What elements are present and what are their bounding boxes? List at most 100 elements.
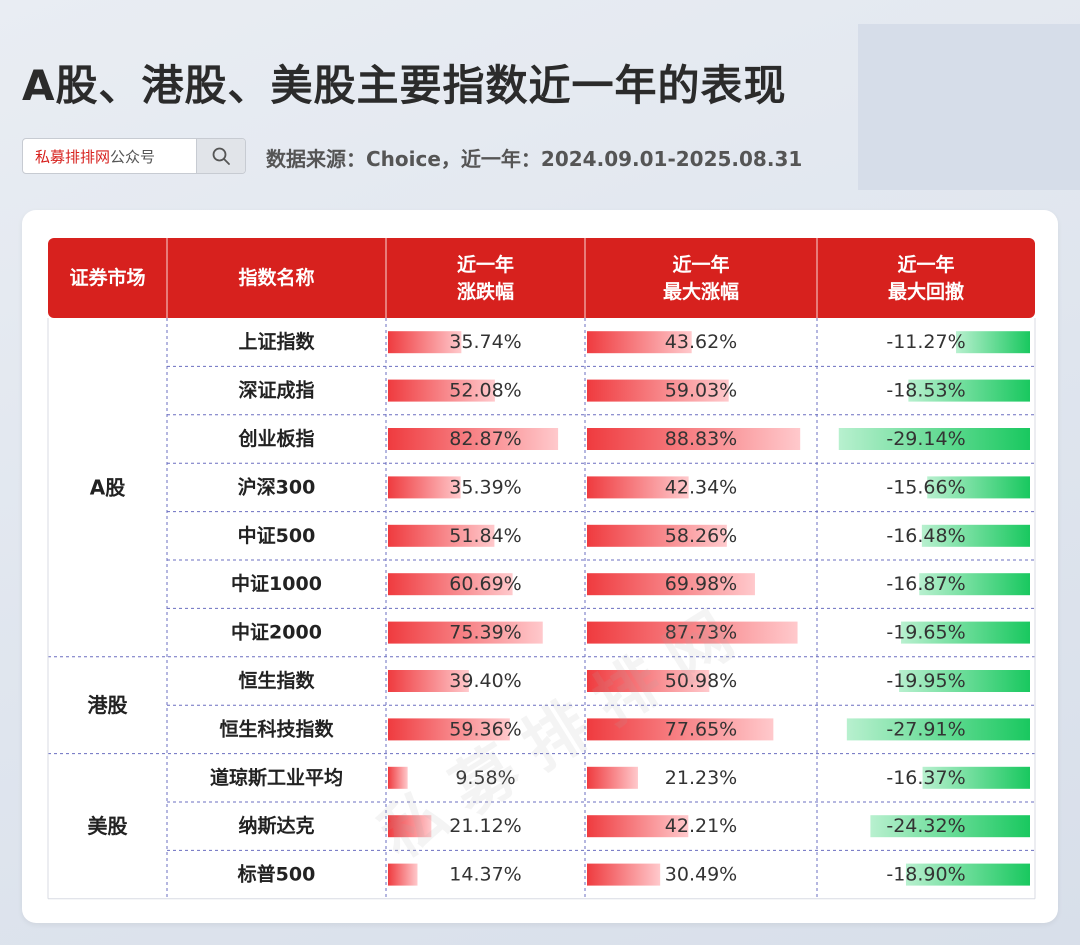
change-bar xyxy=(388,718,510,741)
index-name: 恒生指数 xyxy=(238,669,315,692)
table-card: 证券市场 指数名称 近一年 涨跌幅 近一年 最大涨幅 近一年 最大回撤 上证指数 35.74% 43… xyxy=(22,210,1058,923)
max-drawdown-bar xyxy=(908,379,1030,402)
change-bar xyxy=(388,331,462,354)
max-gain-bar xyxy=(587,428,801,450)
column-header: 近一年 xyxy=(897,253,954,276)
market-label: 美股 xyxy=(88,814,128,838)
max-drawdown-value: -11.27% xyxy=(886,331,965,353)
index-name: 中证1000 xyxy=(231,572,322,595)
index-name: 中证500 xyxy=(238,524,316,547)
column-header: 指数名称 xyxy=(238,266,314,289)
index-name: 纳斯达克 xyxy=(238,814,314,837)
change-value: 51.84% xyxy=(449,525,521,547)
market-label: A股 xyxy=(90,475,125,499)
max-drawdown-bar xyxy=(905,863,1030,886)
change-bar xyxy=(388,863,418,886)
max-drawdown-bar xyxy=(838,428,1030,450)
max-gain-bar xyxy=(587,476,689,499)
max-drawdown-value: -19.65% xyxy=(886,622,965,644)
change-value: 14.37% xyxy=(449,864,521,886)
max-gain-value: 21.23% xyxy=(665,767,737,789)
max-drawdown-bar xyxy=(919,573,1030,596)
corner-decoration xyxy=(858,24,1080,190)
max-drawdown-bar xyxy=(927,476,1030,499)
max-drawdown-value: -16.87% xyxy=(886,573,965,595)
change-bar xyxy=(388,428,559,450)
max-gain-value: 77.65% xyxy=(665,718,737,740)
max-gain-value: 30.49% xyxy=(665,864,737,886)
max-drawdown-value: -18.90% xyxy=(886,864,965,886)
change-value: 59.36% xyxy=(449,718,521,740)
max-drawdown-value: -16.48% xyxy=(886,525,965,547)
max-drawdown-value: -24.32% xyxy=(886,815,965,837)
max-drawdown-value: -16.37% xyxy=(886,767,965,789)
max-drawdown-bar xyxy=(922,766,1030,789)
column-header: 证券市场 xyxy=(69,266,145,289)
max-gain-bar xyxy=(587,670,710,692)
table-header-bg xyxy=(48,238,1035,318)
max-gain-value: 59.03% xyxy=(665,380,737,402)
index-name: 深证成指 xyxy=(238,379,314,402)
max-drawdown-value: -18.53% xyxy=(886,380,965,402)
max-gain-bar xyxy=(587,524,727,547)
max-gain-bar xyxy=(587,718,774,741)
max-gain-value: 43.62% xyxy=(665,331,737,353)
change-value: 21.12% xyxy=(449,815,521,837)
column-header: 近一年 xyxy=(457,253,514,276)
max-drawdown-bar xyxy=(901,621,1030,644)
max-gain-value: 58.26% xyxy=(665,525,737,547)
search-label: 私募排排网 公众号 xyxy=(23,139,196,173)
search-brand: 私募排排网 xyxy=(35,147,111,166)
search-box[interactable]: 私募排排网 公众号 xyxy=(22,138,246,174)
max-drawdown-value: -15.66% xyxy=(886,476,965,498)
column-header: 最大涨幅 xyxy=(663,280,739,303)
max-gain-value: 42.21% xyxy=(665,815,737,837)
max-drawdown-bar xyxy=(899,670,1030,692)
index-name: 道琼斯工业平均 xyxy=(210,766,343,789)
change-bar xyxy=(388,621,543,644)
max-drawdown-value: -27.91% xyxy=(886,718,965,740)
change-value: 39.40% xyxy=(449,670,521,692)
max-gain-value: 69.98% xyxy=(665,573,737,595)
index-name: 恒生科技指数 xyxy=(219,717,334,740)
index-name: 创业板指 xyxy=(237,427,314,450)
max-drawdown-bar xyxy=(870,815,1030,838)
max-gain-bar xyxy=(587,815,689,838)
max-gain-value: 42.34% xyxy=(665,476,737,498)
max-gain-bar xyxy=(587,379,729,402)
change-value: 35.39% xyxy=(449,476,521,498)
max-drawdown-bar xyxy=(846,718,1030,741)
max-drawdown-bar xyxy=(956,331,1030,354)
change-bar xyxy=(388,670,469,692)
max-gain-value: 50.98% xyxy=(665,670,737,692)
max-gain-bar xyxy=(587,573,755,596)
max-gain-bar xyxy=(587,766,638,789)
data-source: 数据来源：Choice，近一年：2024.09.01-2025.08.31 xyxy=(266,147,803,171)
max-drawdown-value: -29.14% xyxy=(886,428,965,450)
change-bar xyxy=(388,476,461,499)
index-name: 标普500 xyxy=(238,863,316,886)
change-value: 60.69% xyxy=(449,573,521,595)
index-name: 中证2000 xyxy=(231,621,322,644)
search-suffix: 公众号 xyxy=(110,147,156,166)
max-drawdown-value: -19.95% xyxy=(886,670,965,692)
column-header: 涨跌幅 xyxy=(457,280,514,303)
max-gain-bar xyxy=(587,621,798,644)
max-gain-value: 87.73% xyxy=(665,622,737,644)
search-button[interactable] xyxy=(196,139,245,173)
max-gain-value: 88.83% xyxy=(665,428,737,450)
column-header: 最大回撤 xyxy=(888,280,964,303)
index-name: 上证指数 xyxy=(238,330,315,353)
market-label: 港股 xyxy=(88,693,128,717)
page-title: A股、港股、美股主要指数近一年的表现 xyxy=(22,61,787,110)
change-bar xyxy=(388,815,432,838)
max-gain-bar xyxy=(587,331,692,354)
search-icon xyxy=(212,147,230,165)
change-bar xyxy=(388,524,495,547)
max-drawdown-bar xyxy=(921,524,1030,547)
change-value: 35.74% xyxy=(449,331,521,353)
change-bar xyxy=(388,766,408,789)
change-value: 9.58% xyxy=(455,767,515,789)
change-bar xyxy=(388,379,495,402)
